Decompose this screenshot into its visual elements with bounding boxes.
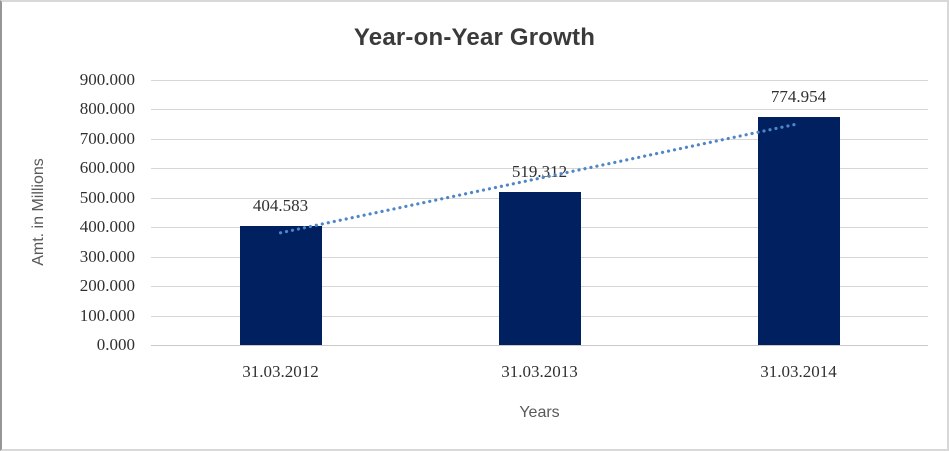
gridline [151,109,928,111]
y-tick-label: 900.000 [79,70,135,89]
y-tick-label: 700.000 [79,128,135,148]
x-tick-label: 31.03.2012 [242,362,319,381]
chart-title: Year-on-Year Growth [353,24,596,51]
bar-31.03.2014 [757,116,840,345]
y-tick-label: 500.000 [79,187,135,207]
bar-value-label: 404.583 [252,195,309,215]
y-axis-title: Amt. in Millions [30,158,47,266]
bar-31.03.2012 [239,225,322,345]
bar-value-label: 519.312 [511,162,568,182]
y-tick-label: 300.000 [79,246,135,266]
bar-31.03.2013 [498,192,581,345]
y-tick-label: 800.000 [79,99,135,119]
bar-value-label: 774.954 [770,86,827,106]
x-axis-title: Years [519,404,560,421]
gridline [151,345,928,346]
y-tick-label: 0.000 [96,335,135,354]
y-tick-label: 100.000 [79,305,135,325]
gridline [151,80,928,81]
x-tick-label: 31.03.2014 [760,362,837,381]
y-tick-label: 600.000 [79,158,135,178]
x-tick-label: 31.03.2013 [501,362,578,381]
y-tick-label: 200.000 [79,276,135,296]
y-tick-label: 400.000 [79,217,135,237]
